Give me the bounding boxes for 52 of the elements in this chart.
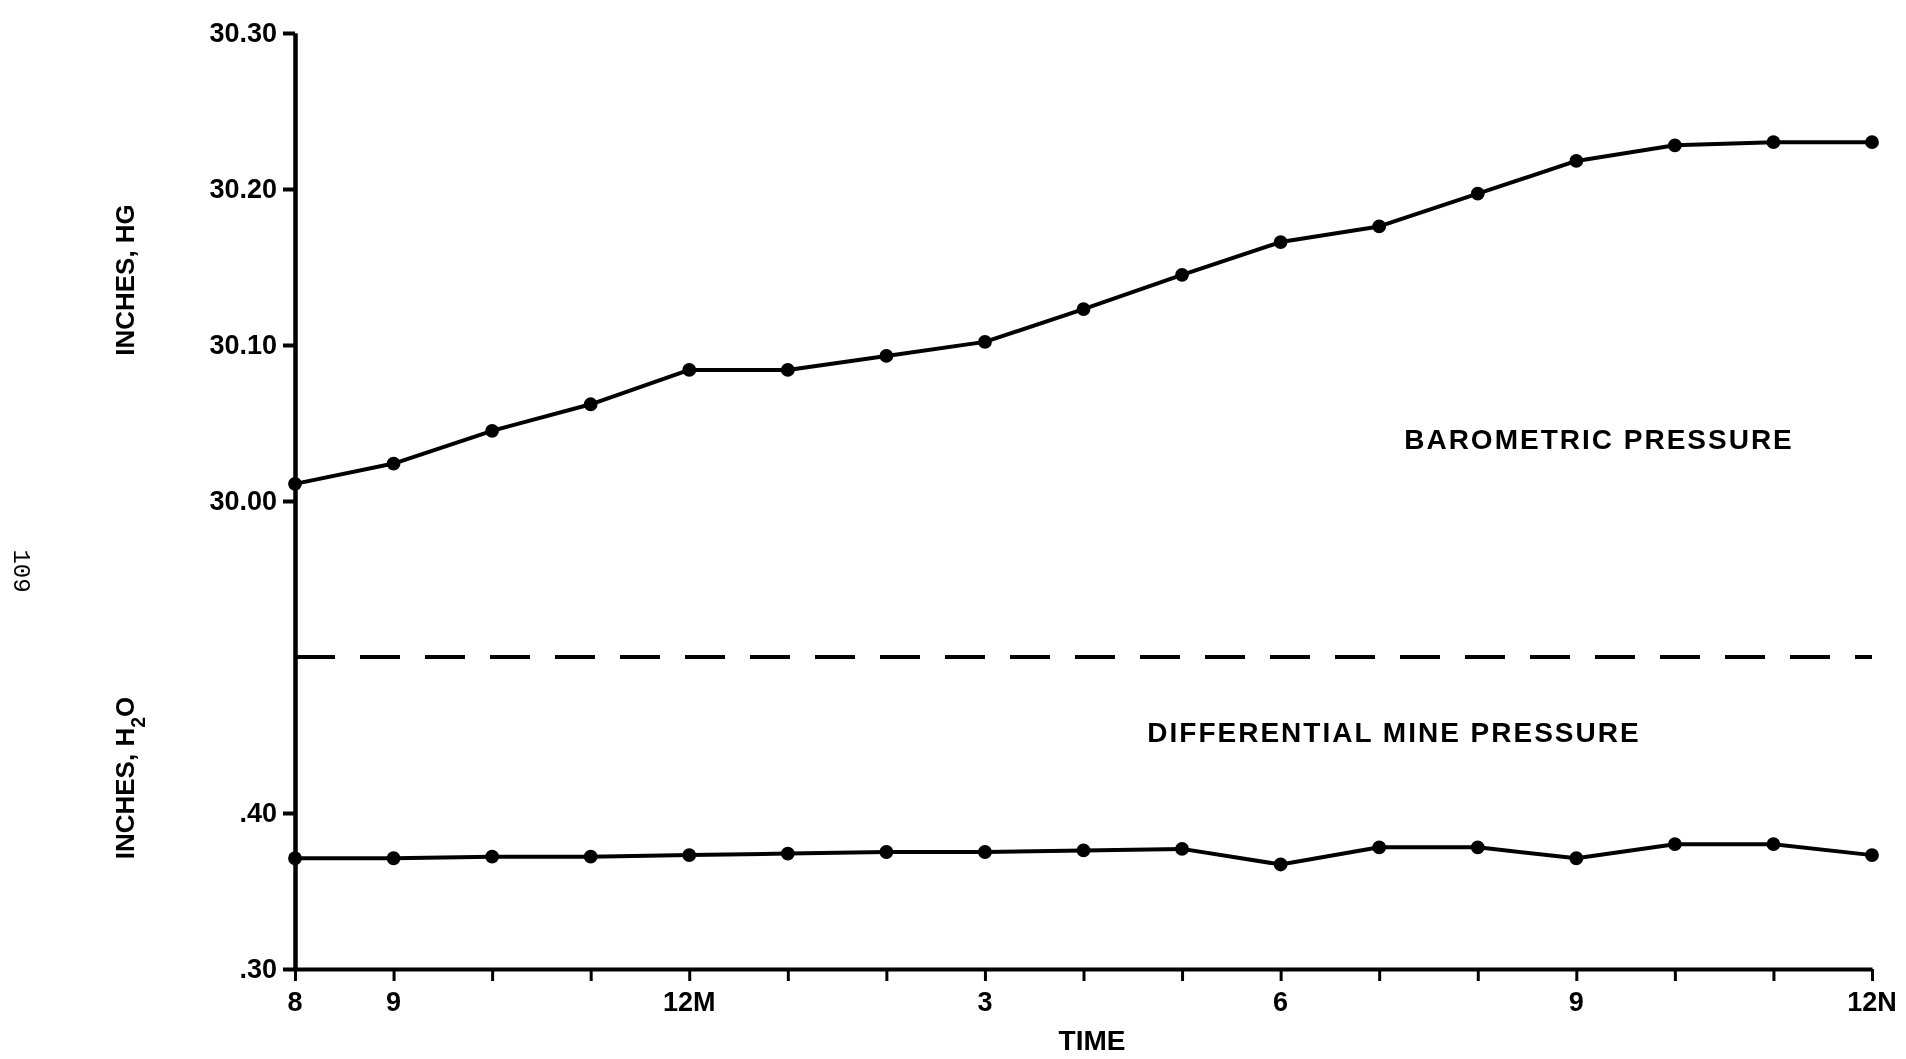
point: [978, 845, 992, 859]
y-tick-label: 30.30: [209, 18, 277, 49]
point: [1766, 135, 1781, 150]
point: [1076, 843, 1091, 858]
point: [1667, 138, 1682, 153]
point: [1372, 219, 1387, 234]
x-tick-label: 12M: [662, 987, 716, 1017]
y-tick-label: 30.20: [209, 174, 277, 205]
text: 109: [7, 549, 34, 593]
y2-tick-label: .30: [239, 954, 277, 985]
point: [1175, 841, 1189, 856]
x-tick-label: 9: [386, 987, 402, 1017]
point: [1470, 840, 1485, 855]
point: [288, 851, 302, 866]
x-tick-label: 6: [1273, 987, 1289, 1017]
point: [682, 848, 697, 863]
point: [1273, 857, 1288, 872]
point: [485, 423, 500, 438]
x-tick-label: 8: [287, 987, 303, 1017]
point: [288, 476, 302, 491]
y2-tick-label: .40: [239, 798, 277, 829]
point: [1175, 267, 1189, 282]
point: [1470, 186, 1485, 201]
point: [1569, 154, 1584, 168]
point: [386, 456, 401, 471]
x-tick-label: 12N: [1847, 987, 1897, 1017]
point: [682, 363, 697, 377]
annotation: BAROMETRIC PRESSURE: [1404, 424, 1794, 455]
x-tick-label: 3: [977, 987, 993, 1017]
x-axis-title: TIME: [1058, 1025, 1126, 1056]
point: [1273, 235, 1288, 249]
y-tick-label: 30.10: [209, 330, 277, 361]
point: [780, 363, 795, 377]
point: [879, 845, 894, 859]
point: [780, 846, 795, 861]
point: [1569, 851, 1584, 866]
y-tick-label: 30.00: [209, 486, 277, 517]
x-tick-label: 9: [1568, 987, 1584, 1017]
point: [1076, 302, 1091, 317]
annotation: DIFFERENTIAL MINE PRESSURE: [1147, 717, 1641, 748]
point: [1667, 837, 1682, 852]
y-axis-title: INCHES, HG: [110, 204, 140, 356]
point: [583, 849, 598, 864]
point: [386, 851, 401, 866]
point: [583, 397, 598, 412]
point: [485, 849, 500, 864]
point: [879, 349, 894, 363]
point: [1766, 837, 1781, 852]
point: [1865, 848, 1879, 863]
point: [1372, 840, 1387, 855]
point: [978, 334, 992, 349]
point: [1865, 135, 1879, 150]
